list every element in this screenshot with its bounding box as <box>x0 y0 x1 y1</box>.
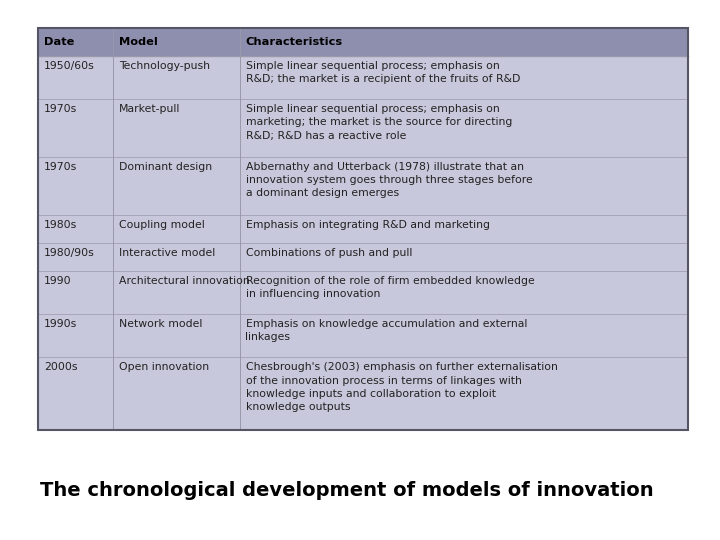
Text: Technology-push: Technology-push <box>119 61 210 71</box>
Text: Market-pull: Market-pull <box>119 104 180 114</box>
Text: Abbernathy and Utterback (1978) illustrate that an
innovation system goes throug: Abbernathy and Utterback (1978) illustra… <box>246 162 532 199</box>
Text: Simple linear sequential process; emphasis on
marketing; the market is the sourc: Simple linear sequential process; emphas… <box>246 104 512 140</box>
Text: 1980s: 1980s <box>44 220 77 230</box>
Text: Date: Date <box>44 37 74 47</box>
Text: Open innovation: Open innovation <box>119 362 209 372</box>
Text: Chesbrough's (2003) emphasis on further externalisation
of the innovation proces: Chesbrough's (2003) emphasis on further … <box>246 362 557 412</box>
Text: Simple linear sequential process; emphasis on
R&D; the market is a recipient of : Simple linear sequential process; emphas… <box>246 61 520 84</box>
Text: 1970s: 1970s <box>44 104 77 114</box>
Text: Combinations of push and pull: Combinations of push and pull <box>246 248 412 258</box>
Bar <box>38 28 688 430</box>
Text: Emphasis on integrating R&D and marketing: Emphasis on integrating R&D and marketin… <box>246 220 490 230</box>
Text: Recognition of the role of firm embedded knowledge
in influencing innovation: Recognition of the role of firm embedded… <box>246 276 534 300</box>
Text: 1990s: 1990s <box>44 319 77 329</box>
Text: Dominant design: Dominant design <box>119 162 212 172</box>
Text: Model: Model <box>119 37 158 47</box>
Text: The chronological development of models of innovation: The chronological development of models … <box>40 481 654 500</box>
Text: 1970s: 1970s <box>44 162 77 172</box>
Text: Architectural innovation: Architectural innovation <box>119 276 250 286</box>
Text: Coupling model: Coupling model <box>119 220 204 230</box>
Text: 1950/60s: 1950/60s <box>44 61 95 71</box>
Text: 1990: 1990 <box>44 276 71 286</box>
Text: Interactive model: Interactive model <box>119 248 215 258</box>
Bar <box>38 28 688 430</box>
Text: Network model: Network model <box>119 319 202 329</box>
Text: Characteristics: Characteristics <box>246 37 343 47</box>
Text: 1980/90s: 1980/90s <box>44 248 95 258</box>
Text: 2000s: 2000s <box>44 362 78 372</box>
Bar <box>38 28 688 56</box>
Text: Emphasis on knowledge accumulation and external
linkages: Emphasis on knowledge accumulation and e… <box>246 319 527 342</box>
